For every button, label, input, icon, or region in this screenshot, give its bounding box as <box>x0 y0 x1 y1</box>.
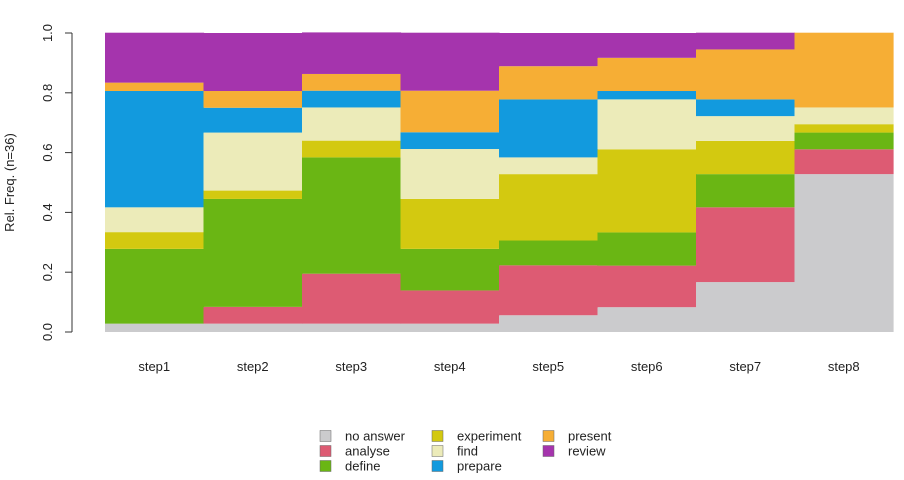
legend-swatch-no-answer <box>319 430 332 442</box>
bar-segment-step3-prepare <box>302 90 402 108</box>
bar-segment-step6-analyse <box>597 265 697 308</box>
bar-segment-step2-find <box>203 132 303 191</box>
legend-label-experiment: experiment <box>457 429 522 444</box>
bar-segment-step1-experiment <box>105 232 205 249</box>
bar-segment-step4-define <box>400 248 500 291</box>
x-tick-label-step6: step6 <box>631 359 663 374</box>
y-tick-label: 0.6 <box>40 144 55 162</box>
legend-swatch-define <box>319 460 332 472</box>
bar-segment-step7-review <box>696 32 796 50</box>
bar-segment-step3-present <box>302 73 402 91</box>
bar-segment-step8-experiment <box>794 124 894 133</box>
y-tick-label: 1.0 <box>40 24 55 42</box>
x-tick-label-step2: step2 <box>237 359 269 374</box>
bar-segment-step2-experiment <box>203 190 303 199</box>
bar-segment-step6-define <box>597 232 697 266</box>
bar-segment-step4-no-answer <box>400 323 500 332</box>
bar-segment-step5-define <box>499 240 599 266</box>
legend-label-prepare: prepare <box>457 459 502 474</box>
bar-segment-step1-find <box>105 207 205 233</box>
legend-swatch-analyse <box>319 445 332 457</box>
bar-segment-step6-present <box>597 57 697 92</box>
legend-label-analyse: analyse <box>345 444 390 459</box>
bar-segment-step6-prepare <box>597 91 697 100</box>
bar-segment-step7-prepare <box>696 99 796 117</box>
bar-segment-step3-no-answer <box>302 323 402 332</box>
bar-segment-step7-experiment <box>696 140 796 175</box>
x-tick-label-step8: step8 <box>828 359 860 374</box>
bar-segment-step2-analyse <box>203 306 303 324</box>
bar-segment-step4-present <box>400 90 500 133</box>
bar-segment-step8-present <box>794 32 894 108</box>
legend-swatch-find <box>431 445 444 457</box>
bar-segment-step2-no-answer <box>203 323 303 332</box>
bar-segment-step6-find <box>597 99 697 150</box>
y-axis-title: Rel. Freq. (n=36) <box>2 133 17 232</box>
bar-segment-step5-analyse <box>499 265 599 316</box>
y-tick-label: 0.4 <box>40 203 55 221</box>
bar-segment-step5-no-answer <box>499 315 599 332</box>
plot-area <box>105 32 894 332</box>
x-tick-label-step5: step5 <box>532 359 564 374</box>
bar-segment-step5-experiment <box>499 174 599 241</box>
bar-segment-step4-find <box>400 149 500 199</box>
bar-segment-step7-define <box>696 174 796 208</box>
legend-label-present: present <box>568 429 612 444</box>
bar-segment-step6-experiment <box>597 149 697 233</box>
legend-swatch-present <box>542 430 555 442</box>
bar-segment-step5-find <box>499 157 599 175</box>
x-axis: step1 step2 step3 step4 step5 step6 step7 step8 <box>138 359 859 374</box>
bar-segment-step3-find <box>302 107 402 141</box>
bar-segment-step7-no-answer <box>696 282 796 332</box>
legend-swatch-experiment <box>431 430 444 442</box>
bar-segment-step3-review <box>302 32 402 74</box>
y-tick-label: 0.0 <box>40 323 55 341</box>
bar-segment-step1-present <box>105 82 205 91</box>
bar-segment-step2-define <box>203 198 303 307</box>
bar-segment-step4-experiment <box>400 198 500 249</box>
bar-segment-step1-review <box>105 32 205 83</box>
bar-segment-step7-analyse <box>696 207 796 283</box>
bar-segment-step5-review <box>499 33 599 67</box>
legend-swatch-prepare <box>431 460 444 472</box>
legend-label-review: review <box>568 444 606 459</box>
y-tick-label: 0.2 <box>40 263 55 281</box>
legend-label-find: find <box>457 444 478 459</box>
x-tick-label-step1: step1 <box>138 359 170 374</box>
x-tick-label-step7: step7 <box>729 359 761 374</box>
bar-segment-step7-present <box>696 49 796 100</box>
bar-segment-step8-define <box>794 132 894 150</box>
x-tick-label-step3: step3 <box>335 359 367 374</box>
bar-segment-step3-define <box>302 157 402 274</box>
y-tick-label: 0.8 <box>40 84 55 102</box>
bar-segment-step2-present <box>203 91 303 108</box>
y-axis: 0.0 0.2 0.4 0.6 0.8 1.0 <box>40 24 73 341</box>
legend-label-define: define <box>345 459 380 474</box>
bar-segment-step5-present <box>499 66 599 100</box>
bar-segment-step1-prepare <box>105 91 205 208</box>
bar-segment-step4-analyse <box>400 290 500 324</box>
bar-segment-step8-analyse <box>794 149 894 175</box>
legend-swatch-review <box>542 445 555 457</box>
bar-segment-step3-experiment <box>302 140 402 158</box>
bar-segment-step8-find <box>794 107 894 125</box>
bar-segment-step1-define <box>105 248 205 324</box>
bar-segment-step7-find <box>696 116 796 141</box>
bar-segment-step2-review <box>203 33 303 92</box>
x-tick-label-step4: step4 <box>434 359 466 374</box>
bar-segment-step3-analyse <box>302 273 402 324</box>
bar-segment-step4-prepare <box>400 132 500 150</box>
bar-segment-step1-no-answer <box>105 323 205 332</box>
bar-segment-step5-prepare <box>499 99 599 158</box>
bar-segment-step4-review <box>400 32 500 91</box>
legend-label-no-answer: no answer <box>345 429 406 444</box>
bar-segment-step6-no-answer <box>597 307 697 332</box>
bar-segment-step6-review <box>597 33 697 58</box>
bar-segment-step2-prepare <box>203 107 303 133</box>
bar-segment-step8-no-answer <box>794 174 894 332</box>
